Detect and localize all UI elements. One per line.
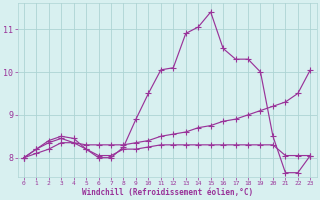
X-axis label: Windchill (Refroidissement éolien,°C): Windchill (Refroidissement éolien,°C) (82, 188, 253, 197)
